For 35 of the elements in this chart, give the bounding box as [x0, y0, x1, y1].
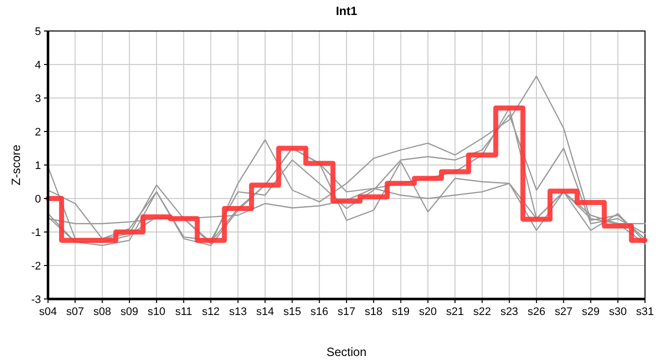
x-tick-label: s14 — [256, 306, 274, 318]
chart-title: Int1 — [336, 4, 358, 18]
x-tick-label: s08 — [93, 306, 112, 318]
x-tick-label: s11 — [175, 306, 192, 318]
x-tick-label: s04 — [39, 306, 57, 318]
y-tick-label: 2 — [34, 126, 41, 138]
x-tick-label: s30 — [608, 306, 627, 318]
y-tick-label: -1 — [31, 226, 41, 239]
x-tick-label: s15 — [283, 306, 302, 318]
y-axis-title: Z-score — [9, 144, 23, 186]
x-tick-label: s21 — [446, 306, 464, 318]
x-tick-label: s23 — [500, 306, 518, 318]
x-tick-label: s10 — [148, 306, 166, 318]
y-tick-label: 1 — [34, 160, 41, 172]
x-tick-label: s20 — [419, 306, 437, 318]
x-tick-label: s22 — [473, 306, 492, 318]
y-tick-label: 4 — [34, 59, 41, 72]
x-axis-title: Section — [326, 345, 367, 359]
y-tick-label: 0 — [34, 193, 41, 206]
x-tick-label: s31 — [636, 306, 654, 318]
x-tick-label: s18 — [364, 306, 383, 318]
x-tick-label: s29 — [582, 306, 600, 318]
y-tick-label: -3 — [31, 294, 41, 306]
x-tick-label: s26 — [528, 306, 546, 318]
x-tick-label: s07 — [66, 306, 84, 318]
y-tick-label: 5 — [34, 26, 41, 38]
x-tick-label: s17 — [338, 306, 356, 318]
x-tick-label: s16 — [310, 306, 328, 318]
x-tick-label: s13 — [229, 306, 247, 318]
x-tick-label: s12 — [202, 306, 220, 318]
x-tick-label: s19 — [392, 306, 410, 318]
x-tick-label: s09 — [120, 306, 138, 318]
y-tick-label: 3 — [34, 92, 41, 105]
x-tick-label: s27 — [554, 306, 572, 318]
y-tick-label: -2 — [31, 260, 41, 272]
